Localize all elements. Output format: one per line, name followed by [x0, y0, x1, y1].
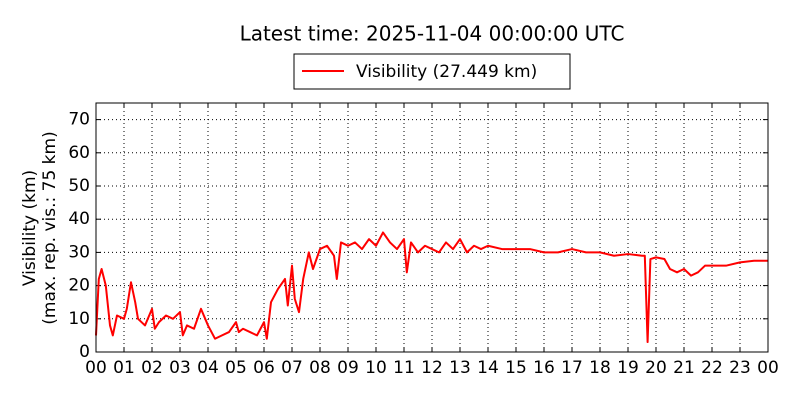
- y-tick-label: 10: [68, 309, 90, 329]
- x-tick-label: 09: [337, 358, 359, 378]
- x-tick-label: 08: [309, 358, 331, 378]
- x-tick-label: 00: [85, 358, 107, 378]
- x-tick-label: 20: [645, 358, 667, 378]
- x-tick-label: 02: [141, 358, 163, 378]
- x-tick-label: 16: [533, 358, 555, 378]
- y-tick-label: 40: [68, 209, 90, 229]
- data-line: [95, 231, 768, 344]
- y-tick-label: 50: [68, 176, 90, 196]
- x-tick-label: 17: [561, 358, 583, 378]
- x-tick-label: 13: [449, 358, 471, 378]
- y-tick-label: 30: [68, 242, 90, 262]
- x-tick-label: 18: [589, 358, 611, 378]
- y-tick-label: 70: [68, 110, 90, 130]
- x-tick-label: 14: [477, 358, 499, 378]
- x-tick-label: 03: [169, 358, 191, 378]
- x-tick-label: 15: [505, 358, 527, 378]
- x-tick-label: 22: [701, 358, 723, 378]
- chart-title: Latest time: 2025-11-04 00:00:00 UTC: [240, 22, 625, 46]
- x-tick-label: 05: [225, 358, 247, 378]
- y-tick-label: 0: [79, 342, 90, 362]
- x-tick-label: 10: [365, 358, 387, 378]
- plot-frame: [95, 102, 769, 353]
- x-tick-label: 21: [673, 358, 695, 378]
- x-tick-label: 11: [393, 358, 415, 378]
- x-tick-label: 00: [757, 358, 779, 378]
- x-tick-label: 01: [113, 358, 135, 378]
- x-tick-label: 04: [197, 358, 219, 378]
- legend-label: Visibility (27.449 km): [356, 62, 537, 82]
- x-tick-label: 06: [253, 358, 275, 378]
- x-tick-label: 23: [729, 358, 751, 378]
- y-axis-label: Visibility (km): [20, 170, 40, 286]
- y-tick-label: 20: [68, 276, 90, 296]
- x-tick-label: 19: [617, 358, 639, 378]
- y-tick-label: 60: [68, 143, 90, 163]
- x-tick-label: 07: [281, 358, 303, 378]
- x-tick-label: 12: [421, 358, 443, 378]
- y-axis-label: (max. rep. vis.: 75 km): [40, 131, 60, 324]
